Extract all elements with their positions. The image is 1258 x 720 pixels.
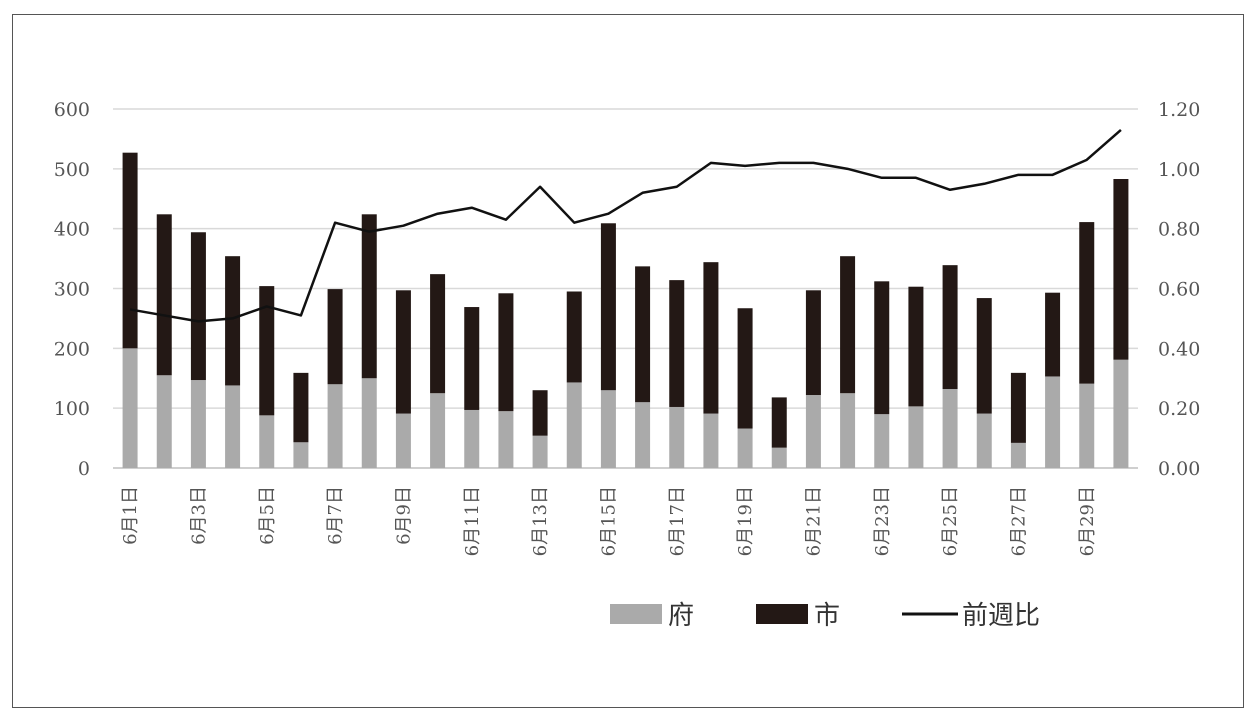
bar-fu [225,385,241,468]
bar-fu [669,406,685,468]
legend-label-zenshuhi: 前週比 [962,601,1040,631]
bar-shi [293,372,309,443]
bar-fu [566,382,582,468]
bar-shi [669,280,685,407]
bar-fu [1045,376,1061,468]
bar-shi [498,293,514,412]
y-tick-label-right: 0.00 [1158,458,1200,480]
bar-shi [532,390,548,436]
bar-shi [600,223,616,391]
bar-fu [259,415,275,468]
x-tick-label: 6月11日 [462,486,483,556]
x-tick-label: 6月5日 [257,486,278,545]
bar-fu [942,389,958,468]
bar-fu [1113,359,1129,468]
bar-fu [1010,442,1026,468]
bar-fu [190,380,206,468]
bar-shi [942,265,958,390]
bar-fu [874,414,890,468]
bar-fu [635,402,651,468]
bar-fu [293,442,309,468]
bar-shi [703,262,719,414]
y-tick-label-left: 200 [54,338,90,360]
bar-shi [361,214,377,379]
bar-fu [1079,383,1095,468]
y-tick-label-left: 0 [78,458,90,480]
legend-label-fu: 府 [668,601,694,631]
y-tick-label-right: 1.20 [1158,99,1200,121]
y-tick-label-left: 500 [54,159,90,181]
bar-fu [840,393,856,468]
bar-shi [190,232,206,381]
bar-fu [976,413,992,468]
y-tick-label-right: 0.20 [1158,398,1200,420]
x-tick-label: 6月21日 [803,486,824,556]
y-tick-label-right: 1.00 [1158,159,1200,181]
bar-shi [395,290,411,414]
y-tick-label-left: 400 [54,219,90,241]
bar-shi [156,214,172,376]
line-series-zenshuhi [129,129,1122,323]
bar-fu [703,413,719,468]
bar-fu [771,447,787,468]
bar-fu [498,411,514,468]
x-tick-label: 6月13日 [530,486,551,556]
bar-fu [737,428,753,468]
bar-fu [361,378,377,468]
y-tick-label-right: 0.80 [1158,219,1200,241]
bar-shi [874,281,890,415]
bar-shi [566,291,582,383]
chart-frame [12,14,1244,708]
bar-shi [908,286,924,407]
bar-shi [840,256,856,394]
x-tick-label: 6月17日 [667,486,688,556]
bar-fu [805,395,821,468]
bar-shi [1045,292,1061,377]
bar-fu [430,393,446,468]
x-tick-label: 6月23日 [872,486,893,556]
bar-shi [1010,372,1026,443]
bar-shi [1113,179,1129,360]
bar-shi [771,397,787,448]
y-tick-label-right: 0.40 [1158,338,1200,360]
y-tick-label-left: 600 [54,99,90,121]
y-tick-label-left: 300 [54,279,90,301]
legend-label-shi: 市 [814,601,840,631]
bar-shi [464,307,480,410]
bar-fu [395,413,411,468]
x-tick-label: 6月19日 [735,486,756,556]
bar-shi [805,290,821,396]
bar-shi [122,152,138,349]
legend-swatch-shi [756,604,808,624]
y-tick-label-left: 100 [54,398,90,420]
x-tick-label: 6月25日 [940,486,961,556]
x-tick-label: 6月7日 [325,486,346,545]
x-tick-label: 6月1日 [120,486,141,545]
x-tick-label: 6月9日 [393,486,414,545]
bar-shi [430,274,446,394]
bar-fu [122,348,138,468]
bar-shi [225,256,241,386]
x-tick-label: 6月27日 [1008,486,1029,556]
bar-shi [1079,222,1095,384]
bar-fu [532,435,548,468]
bar-shi [259,286,275,416]
x-tick-label: 6月29日 [1077,486,1098,556]
x-tick-label: 6月3日 [188,486,209,545]
bar-shi [976,298,992,414]
bar-fu [327,384,343,468]
bar-shi [635,266,651,403]
bar-shi [737,308,753,429]
y-tick-label-right: 0.60 [1158,279,1200,301]
bar-fu [156,375,172,468]
x-tick-label: 6月15日 [598,486,619,556]
bar-shi [327,289,343,385]
legend-swatch-fu [610,604,662,624]
bar-fu [464,409,480,468]
bar-fu [600,390,616,468]
bar-fu [908,406,924,468]
